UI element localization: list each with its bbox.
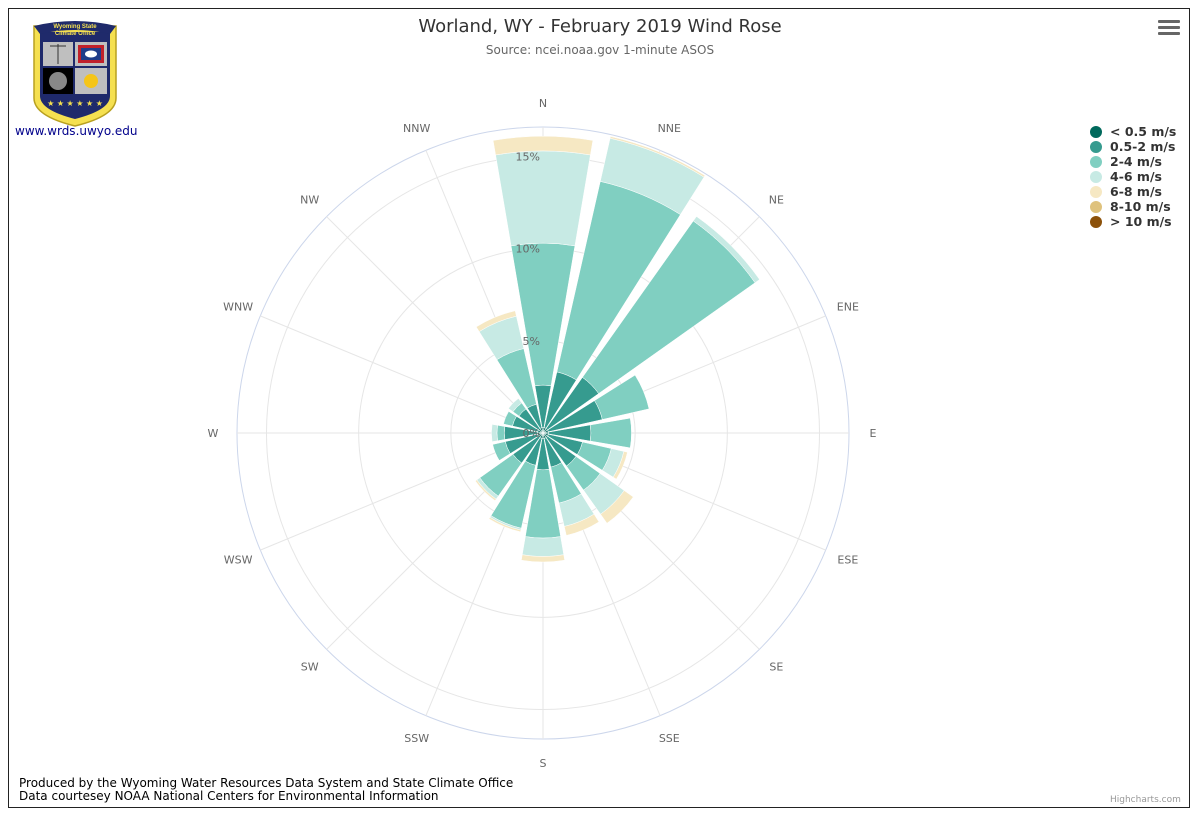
footer-credits: Produced by the Wyoming Water Resources … (19, 777, 513, 803)
svg-text:Wyoming State: Wyoming State (53, 24, 97, 30)
wind-rose-bar-segment[interactable] (475, 310, 517, 332)
direction-label: ENE (837, 301, 859, 314)
chart-subtitle: Source: ncei.noaa.gov 1-minute ASOS (485, 43, 715, 57)
legend-swatch-icon (1090, 125, 1102, 138)
direction-label: SSW (404, 732, 429, 745)
legend-label: 6-8 m/s (1110, 184, 1162, 199)
legend-swatch-icon (1090, 140, 1102, 153)
wind-rose-bar-segment[interactable] (488, 516, 522, 533)
wind-rose-bar-segment[interactable] (521, 536, 565, 557)
wind-rose-bar-segment[interactable] (594, 374, 650, 420)
direction-label: ESE (837, 553, 858, 566)
highcharts-credit-link[interactable]: Highcharts.com (1110, 795, 1181, 805)
direction-label: NW (300, 194, 319, 207)
legend-item[interactable]: 2-4 m/s (1088, 154, 1176, 169)
legend-item[interactable]: 0.5-2 m/s (1088, 139, 1176, 154)
logo-url-link[interactable]: www.wrds.uwyo.edu (15, 124, 138, 138)
wind-rose-bar-segment[interactable] (692, 216, 760, 284)
legend-swatch-icon (1090, 200, 1102, 213)
wind-rose-bar-segment[interactable] (495, 150, 591, 247)
legend-swatch-icon (1090, 185, 1102, 198)
axis-labels: 0% 5% 10% 15% N NNE NE ENE E ESE SE SSE S SSW SW WSW W WN… (208, 97, 877, 770)
wind-rose-bar-segment[interactable] (609, 136, 706, 178)
wind-rose-bar-segment[interactable] (491, 424, 498, 442)
direction-label: SE (769, 660, 783, 673)
radial-tick-label: 15% (516, 150, 540, 163)
wind-rose-bar-segment[interactable] (474, 479, 497, 502)
wyoming-climate-office-logo: Wyoming State Climate Office ★ ★ ★ ★ ★ ★ (33, 21, 117, 127)
chart-title: Worland, WY - February 2019 Wind Rose (418, 16, 782, 37)
legend-item[interactable]: > 10 m/s (1088, 214, 1176, 229)
direction-label: NNW (403, 122, 430, 135)
wind-rose-bar-segment[interactable] (492, 441, 511, 461)
radial-tick-label: 10% (516, 243, 540, 256)
wind-rose-bar-segment[interactable] (508, 398, 523, 413)
legend-item[interactable]: 6-8 m/s (1088, 184, 1176, 199)
legend-item[interactable]: < 0.5 m/s (1088, 124, 1176, 139)
direction-gridline (326, 216, 544, 434)
footer-line-1: Produced by the Wyoming Water Resources … (19, 776, 514, 790)
direction-label: SW (301, 660, 319, 673)
legend-label: 4-6 m/s (1110, 169, 1162, 184)
direction-gridline (260, 315, 544, 434)
legend-swatch-icon (1090, 170, 1102, 183)
svg-text:Climate Office: Climate Office (55, 31, 96, 37)
legend: < 0.5 m/s 0.5-2 m/s 2-4 m/s 4-6 m/s 6-8 m/s 8… (1088, 124, 1176, 229)
legend-swatch-icon (1090, 215, 1102, 228)
hamburger-menu-icon[interactable] (1158, 20, 1180, 40)
wind-rose-bar-segment[interactable] (563, 513, 600, 536)
direction-label: WSW (224, 553, 253, 566)
svg-text:★ ★ ★ ★ ★ ★: ★ ★ ★ ★ ★ ★ (47, 99, 103, 108)
wind-rose-bar-segment[interactable] (612, 451, 628, 480)
wind-rose-bar-segment[interactable] (496, 424, 506, 442)
legend-label: 8-10 m/s (1110, 199, 1171, 214)
radial-tick-label: 0% (523, 427, 540, 440)
legend-label: < 0.5 m/s (1110, 124, 1177, 139)
wind-rose-bar-segment[interactable] (589, 417, 632, 449)
direction-label: SSE (659, 732, 680, 745)
legend-swatch-icon (1090, 155, 1102, 168)
direction-label: E (870, 427, 877, 440)
wind-rose-bar-segment[interactable] (521, 554, 565, 563)
direction-label: NE (769, 194, 784, 207)
direction-label: NNE (658, 122, 681, 135)
legend-label: 2-4 m/s (1110, 154, 1162, 169)
direction-label: W (208, 427, 219, 440)
direction-label: N (539, 97, 547, 110)
radial-tick-label: 5% (523, 335, 540, 348)
direction-label: S (540, 757, 547, 770)
wind-rose-bar-segment[interactable] (503, 411, 517, 427)
wind-rose-bar-segment[interactable] (492, 136, 594, 156)
legend-item[interactable]: 8-10 m/s (1088, 199, 1176, 214)
legend-item[interactable]: 4-6 m/s (1088, 169, 1176, 184)
direction-label: WNW (223, 301, 253, 314)
legend-label: > 10 m/s (1110, 214, 1172, 229)
wind-rose-bar-segment[interactable] (600, 490, 634, 524)
wind-rose-bars (474, 136, 760, 563)
legend-label: 0.5-2 m/s (1110, 139, 1176, 154)
footer-line-2: Data courtesey NOAA National Centers for… (19, 789, 439, 803)
